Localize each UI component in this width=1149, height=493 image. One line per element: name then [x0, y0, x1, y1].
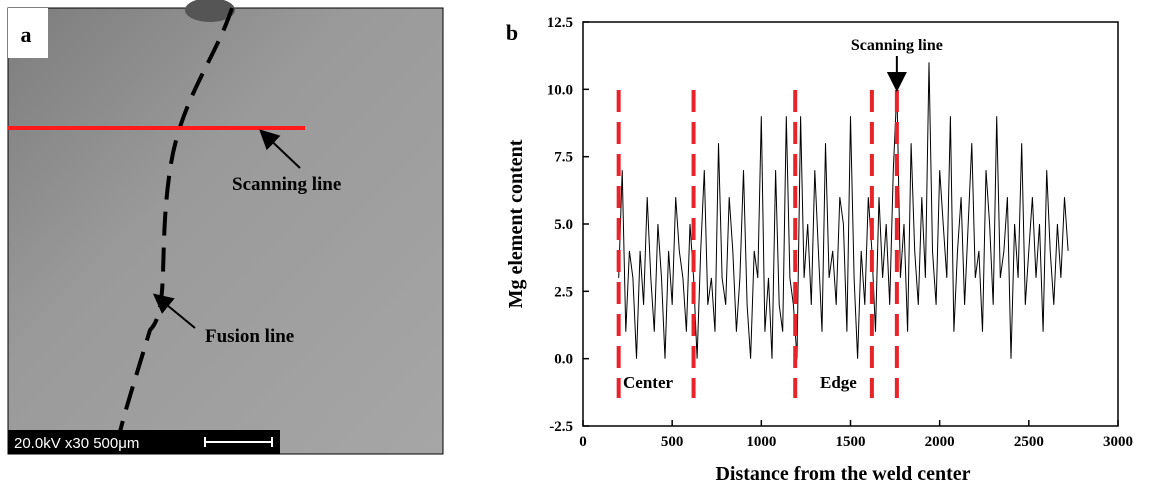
y-tick-label: 0.0 — [554, 352, 573, 368]
y-tick-label: 2.5 — [554, 284, 573, 300]
y-tick-label: 10.0 — [547, 82, 573, 98]
x-tick-label: 0 — [579, 434, 587, 450]
dark-spot — [185, 0, 235, 22]
scale-bar — [204, 437, 273, 447]
y-tick-label: 12.5 — [547, 15, 573, 31]
x-tick-label: 2000 — [925, 434, 955, 450]
panel-a: a Scanning line Fusion line 20.0kV x30 5… — [7, 0, 444, 455]
fusion-line — [116, 7, 234, 441]
scale-bar-text: 20.0kV x30 500μm — [14, 435, 139, 452]
label-box — [8, 8, 48, 58]
y-tick-label: 7.5 — [554, 150, 573, 166]
x-tick-label: 500 — [661, 434, 684, 450]
y-tick-label: 5.0 — [554, 217, 573, 233]
panel-b: b Distance from the weld center Mg eleme… — [505, 15, 1133, 485]
y-tick-label: -2.5 — [549, 419, 573, 435]
plot-frame — [582, 21, 1119, 427]
panel-label: a — [21, 22, 32, 47]
scanning-line-label: Scanning line — [851, 37, 943, 54]
arrow — [259, 129, 301, 169]
data-line — [618, 62, 1069, 359]
scanning-line-label: Scanning line — [232, 174, 341, 195]
x-tick-label: 1000 — [746, 434, 776, 450]
fusion-line-label: Fusion line — [205, 326, 294, 347]
edge-label: Edge — [820, 373, 857, 392]
y-axis-label: Mg element content — [505, 139, 527, 308]
arrow — [152, 293, 196, 329]
x-tick-label: 3000 — [1103, 434, 1133, 450]
sem-image — [7, 7, 444, 455]
x-tick-label: 2500 — [1014, 434, 1044, 450]
x-axis-label: Distance from the weld center — [715, 463, 970, 485]
center-label: Center — [623, 373, 673, 392]
x-tick-label: 1500 — [836, 434, 866, 450]
panel-label: b — [506, 20, 518, 45]
